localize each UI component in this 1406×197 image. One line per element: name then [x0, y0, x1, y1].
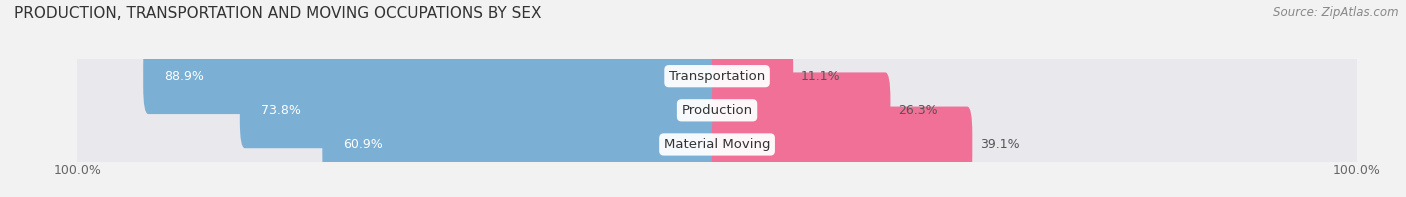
Text: 88.9%: 88.9% — [165, 70, 204, 83]
FancyBboxPatch shape — [322, 107, 723, 182]
FancyBboxPatch shape — [143, 38, 723, 114]
Text: Source: ZipAtlas.com: Source: ZipAtlas.com — [1274, 6, 1399, 19]
Text: Material Moving: Material Moving — [664, 138, 770, 151]
FancyBboxPatch shape — [711, 72, 890, 148]
FancyBboxPatch shape — [711, 38, 793, 114]
FancyBboxPatch shape — [711, 107, 973, 182]
Text: 39.1%: 39.1% — [980, 138, 1019, 151]
FancyBboxPatch shape — [67, 9, 1367, 144]
Text: PRODUCTION, TRANSPORTATION AND MOVING OCCUPATIONS BY SEX: PRODUCTION, TRANSPORTATION AND MOVING OC… — [14, 6, 541, 21]
Text: 26.3%: 26.3% — [898, 104, 938, 117]
FancyBboxPatch shape — [67, 77, 1367, 197]
Text: 60.9%: 60.9% — [343, 138, 384, 151]
FancyBboxPatch shape — [240, 72, 723, 148]
FancyBboxPatch shape — [67, 43, 1367, 178]
Text: Production: Production — [682, 104, 752, 117]
Text: 73.8%: 73.8% — [262, 104, 301, 117]
Text: 11.1%: 11.1% — [801, 70, 841, 83]
Text: Transportation: Transportation — [669, 70, 765, 83]
